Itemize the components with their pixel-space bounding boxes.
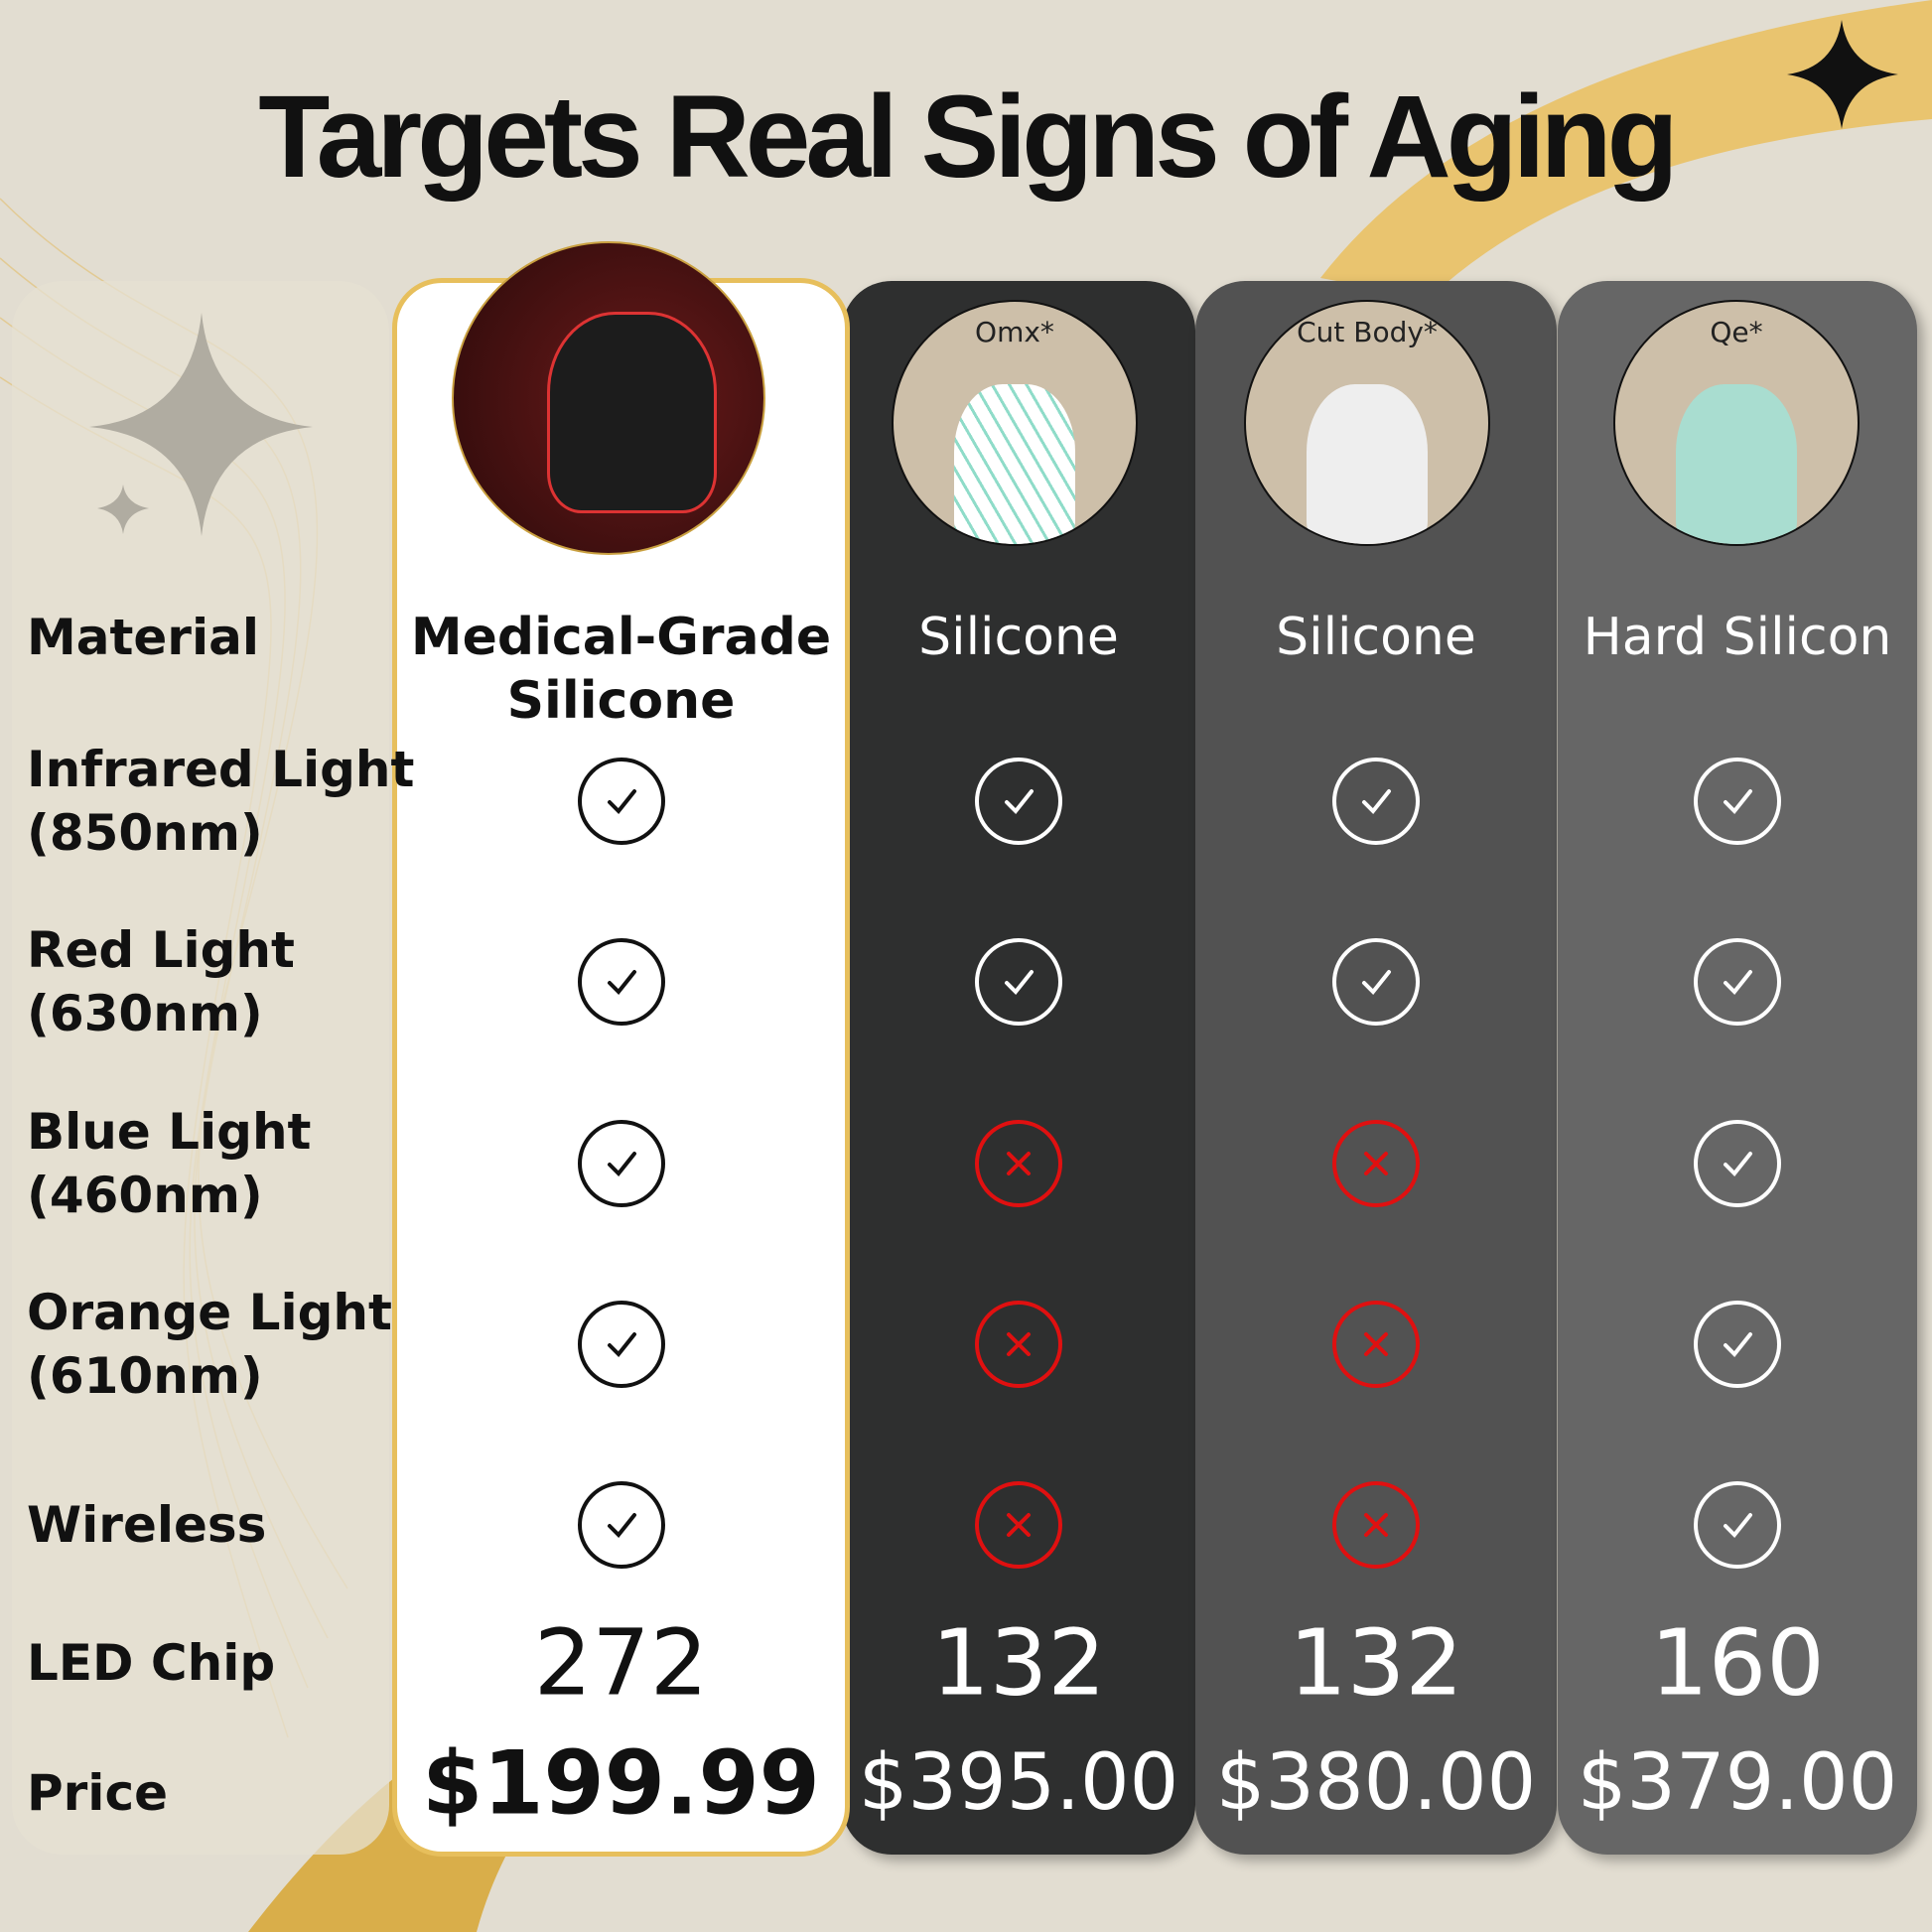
price-value: $395.00 [858, 1738, 1179, 1828]
row-label-led-chip: LED Chip [27, 1634, 276, 1692]
material-value: Medical-Grade Silicone [410, 608, 832, 731]
row-label-price: Price [27, 1764, 168, 1822]
infrared-cell [1558, 758, 1917, 845]
cross-icon [1332, 1481, 1420, 1569]
material-value: Silicone [918, 608, 1119, 667]
blue-light-cell [392, 1120, 850, 1207]
cross-icon [975, 1120, 1062, 1207]
cross-icon [1332, 1120, 1420, 1207]
orange-light-cell [392, 1301, 850, 1388]
cross-icon [1332, 1301, 1420, 1388]
row-label-wireless: Wireless [27, 1496, 267, 1554]
check-icon [1694, 1481, 1781, 1569]
cross-icon [975, 1481, 1062, 1569]
page-title: Targets Real Signs of Aging [258, 71, 1678, 203]
check-icon [1694, 938, 1781, 1026]
check-icon [1694, 758, 1781, 845]
product-image-omx: Omx* [892, 300, 1138, 546]
check-icon [975, 938, 1062, 1026]
blue-light-cell [1195, 1120, 1557, 1207]
check-icon [1694, 1301, 1781, 1388]
red-light-cell [1195, 938, 1557, 1026]
wireless-cell [1195, 1481, 1557, 1569]
check-icon [975, 758, 1062, 845]
infrared-cell [842, 758, 1195, 845]
check-icon [577, 758, 665, 845]
led-chip-value: 160 [1650, 1609, 1825, 1717]
price-value: $199.99 [422, 1731, 820, 1835]
check-icon [1332, 938, 1420, 1026]
led-chip-value: 272 [533, 1609, 709, 1717]
infrared-cell [392, 758, 850, 845]
check-icon [577, 1120, 665, 1207]
cross-icon [975, 1301, 1062, 1388]
product-image-qe: Qe* [1613, 300, 1860, 546]
orange-light-cell [1558, 1301, 1917, 1388]
check-icon [577, 938, 665, 1026]
led-chip-value: 132 [1289, 1609, 1463, 1717]
orange-light-cell [1195, 1301, 1557, 1388]
blue-light-cell [842, 1120, 1195, 1207]
price-value: $380.00 [1215, 1738, 1537, 1828]
wireless-cell [842, 1481, 1195, 1569]
led-chip-value: 132 [931, 1609, 1106, 1717]
row-label-material: Material [27, 609, 259, 666]
price-value: $379.00 [1577, 1738, 1898, 1828]
product-image-ours [452, 241, 765, 555]
check-icon [1332, 758, 1420, 845]
red-light-cell [392, 938, 850, 1026]
row-label-red-light: Red Light (630nm) [27, 921, 295, 1042]
infrared-cell [1195, 758, 1557, 845]
label-column [12, 281, 389, 1855]
red-light-cell [842, 938, 1195, 1026]
row-label-infrared: Infrared Light (850nm) [27, 741, 415, 862]
material-value: Silicone [1276, 608, 1476, 667]
check-icon [577, 1301, 665, 1388]
sparkle-icon [1787, 20, 1898, 129]
check-icon [577, 1481, 665, 1569]
row-label-orange-light: Orange Light (610nm) [27, 1284, 392, 1405]
blue-light-cell [1558, 1120, 1917, 1207]
check-icon [1694, 1120, 1781, 1207]
row-label-blue-light: Blue Light (460nm) [27, 1103, 312, 1224]
orange-light-cell [842, 1301, 1195, 1388]
product-image-cutbody: Cut Body* [1244, 300, 1490, 546]
wireless-cell [392, 1481, 850, 1569]
red-light-cell [1558, 938, 1917, 1026]
wireless-cell [1558, 1481, 1917, 1569]
material-value: Hard Silicon [1583, 608, 1892, 667]
